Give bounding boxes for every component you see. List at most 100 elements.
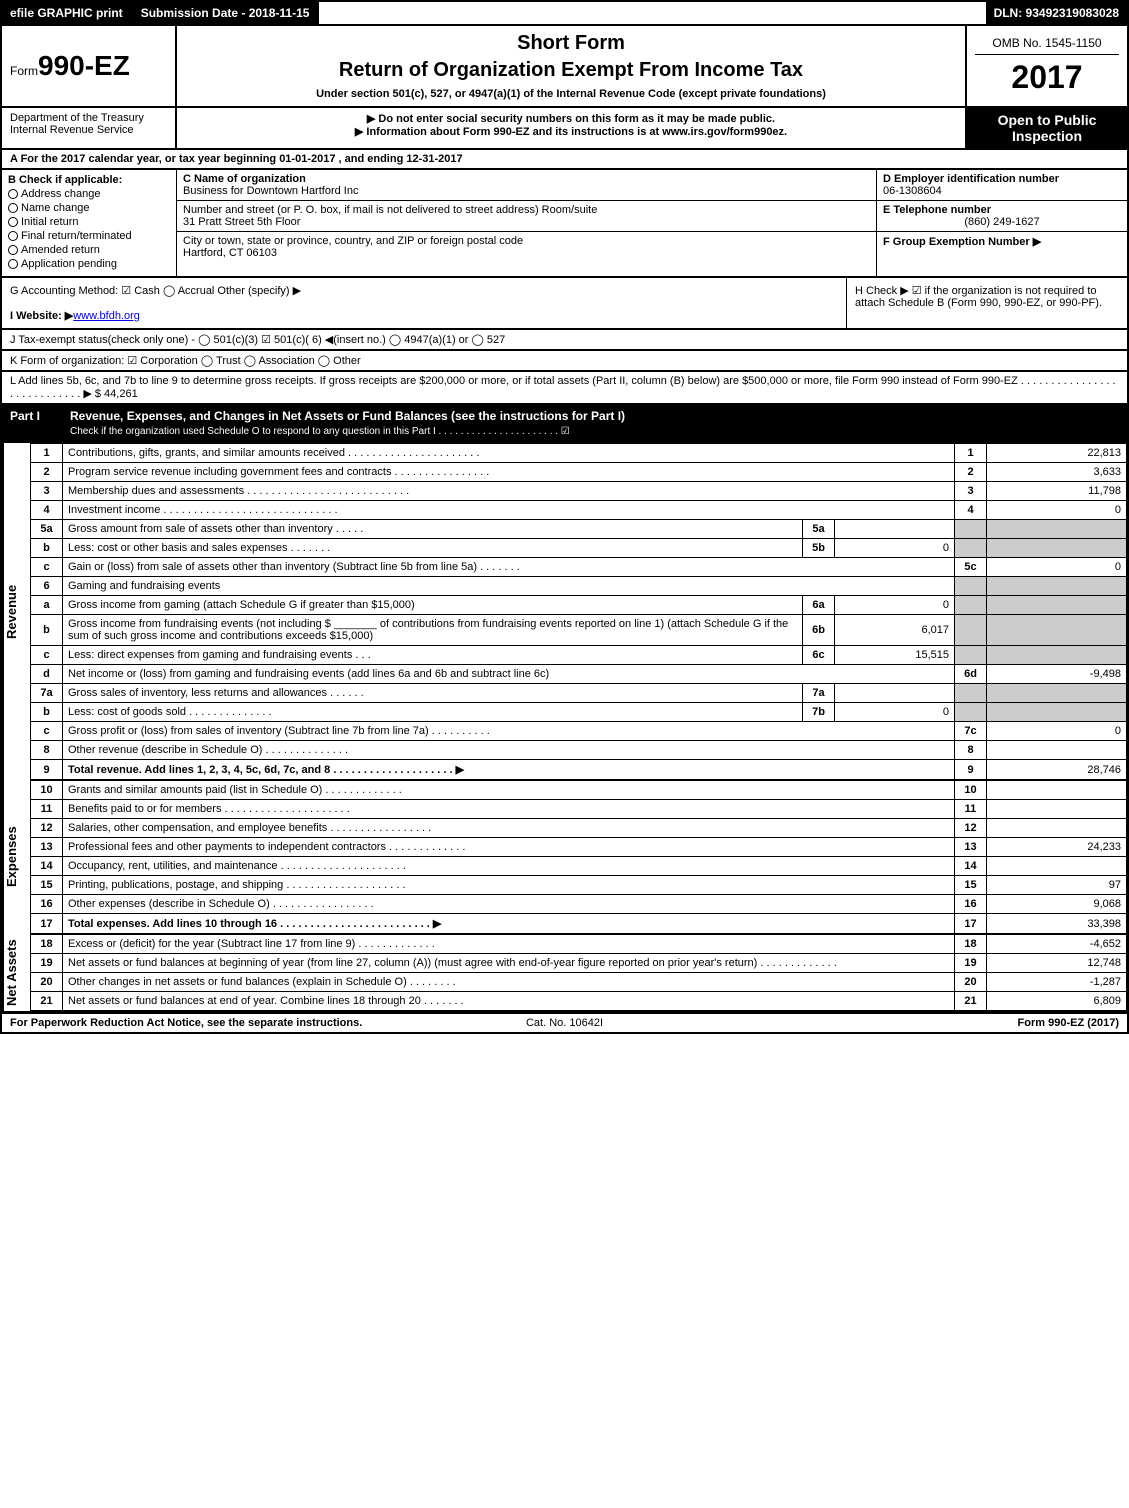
- expenses-table: 10Grants and similar amounts paid (list …: [30, 780, 1127, 934]
- line-7c: cGross profit or (loss) from sales of in…: [31, 722, 1127, 741]
- b-final-return[interactable]: Final return/terminated: [8, 230, 170, 242]
- line-21: 21Net assets or fund balances at end of …: [31, 992, 1127, 1011]
- line-6b: bGross income from fundraising events (n…: [31, 615, 1127, 646]
- c-org-name: Business for Downtown Hartford Inc: [183, 185, 870, 197]
- netassets-table: 18Excess or (deficit) for the year (Subt…: [30, 934, 1127, 1011]
- top-spacer: [319, 2, 985, 24]
- revenue-table: 1Contributions, gifts, grants, and simil…: [30, 443, 1127, 780]
- section-c: C Name of organization Business for Down…: [177, 170, 877, 276]
- subtitle: Under section 501(c), 527, or 4947(a)(1)…: [185, 88, 957, 100]
- dln-label: DLN: 93492319083028: [986, 2, 1127, 24]
- line-4: 4Investment income . . . . . . . . . . .…: [31, 501, 1127, 520]
- e-phone: (860) 249-1627: [883, 216, 1121, 228]
- section-l: L Add lines 5b, 6c, and 7b to line 9 to …: [0, 372, 1129, 405]
- inspection2: Inspection: [975, 128, 1119, 144]
- notice-cell: ▶ Do not enter social security numbers o…: [177, 108, 967, 148]
- expenses-block: Expenses 10Grants and similar amounts pa…: [0, 780, 1129, 934]
- footer: For Paperwork Reduction Act Notice, see …: [0, 1013, 1129, 1034]
- line-5b: bLess: cost or other basis and sales exp…: [31, 539, 1127, 558]
- top-bar: efile GRAPHIC print Submission Date - 20…: [0, 0, 1129, 26]
- part1-check: Check if the organization used Schedule …: [70, 426, 570, 437]
- tax-year: 2017: [975, 59, 1119, 96]
- line-5a: 5aGross amount from sale of assets other…: [31, 520, 1127, 539]
- title-cell: Short Form Return of Organization Exempt…: [177, 26, 967, 106]
- netassets-sidebar: Net Assets: [2, 934, 30, 1011]
- line-14: 14Occupancy, rent, utilities, and mainte…: [31, 857, 1127, 876]
- revenue-block: Revenue 1Contributions, gifts, grants, a…: [0, 443, 1129, 780]
- line-11: 11Benefits paid to or for members . . . …: [31, 800, 1127, 819]
- f-label: F Group Exemption Number ▶: [883, 235, 1121, 248]
- section-j: J Tax-exempt status(check only one) - ◯ …: [0, 330, 1129, 351]
- line-16: 16Other expenses (describe in Schedule O…: [31, 895, 1127, 914]
- i-label: I Website: ▶: [10, 310, 73, 322]
- return-title: Return of Organization Exempt From Incom…: [185, 59, 957, 82]
- b-application-pending[interactable]: Application pending: [8, 258, 170, 270]
- part1-header: Part I Revenue, Expenses, and Changes in…: [0, 405, 1129, 443]
- form-prefix: Form: [10, 64, 38, 78]
- e-label: E Telephone number: [883, 204, 1121, 216]
- line-8: 8Other revenue (describe in Schedule O) …: [31, 741, 1127, 760]
- line-5c: cGain or (loss) from sale of assets othe…: [31, 558, 1127, 577]
- line-3: 3Membership dues and assessments . . . .…: [31, 482, 1127, 501]
- form-header: Form990-EZ Short Form Return of Organiza…: [0, 26, 1129, 108]
- short-form-title: Short Form: [185, 32, 957, 55]
- c-addr: 31 Pratt Street 5th Floor: [183, 216, 870, 228]
- form-number-cell: Form990-EZ: [2, 26, 177, 106]
- footer-right: Form 990-EZ (2017): [749, 1017, 1119, 1029]
- section-h: H Check ▶ ☑ if the organization is not r…: [847, 278, 1127, 328]
- line-12: 12Salaries, other compensation, and empl…: [31, 819, 1127, 838]
- form-number: 990-EZ: [38, 50, 130, 81]
- line-19: 19Net assets or fund balances at beginni…: [31, 954, 1127, 973]
- expenses-sidebar: Expenses: [2, 780, 30, 934]
- line-10: 10Grants and similar amounts paid (list …: [31, 781, 1127, 800]
- line-6: 6Gaming and fundraising events: [31, 577, 1127, 596]
- netassets-block: Net Assets 18Excess or (deficit) for the…: [0, 934, 1129, 1013]
- section-a: A For the 2017 calendar year, or tax yea…: [0, 150, 1129, 170]
- line-20: 20Other changes in net assets or fund ba…: [31, 973, 1127, 992]
- footer-left: For Paperwork Reduction Act Notice, see …: [10, 1017, 380, 1029]
- omb-number: OMB No. 1545-1150: [975, 36, 1119, 55]
- form-header2: Department of the Treasury Internal Reve…: [0, 108, 1129, 150]
- line-6a: aGross income from gaming (attach Schedu…: [31, 596, 1127, 615]
- omb-cell: OMB No. 1545-1150 2017: [967, 26, 1127, 106]
- line-6d: dNet income or (loss) from gaming and fu…: [31, 665, 1127, 684]
- gh-row: G Accounting Method: ☑ Cash ◯ Accrual Ot…: [0, 278, 1129, 330]
- footer-center: Cat. No. 10642I: [380, 1017, 750, 1029]
- line-6c: cLess: direct expenses from gaming and f…: [31, 646, 1127, 665]
- line-15: 15Printing, publications, postage, and s…: [31, 876, 1127, 895]
- b-address-change[interactable]: Address change: [8, 188, 170, 200]
- c-name-label: C Name of organization: [183, 173, 870, 185]
- b-initial-return[interactable]: Initial return: [8, 216, 170, 228]
- section-g: G Accounting Method: ☑ Cash ◯ Accrual Ot…: [2, 278, 847, 328]
- c-city: Hartford, CT 06103: [183, 247, 870, 259]
- b-amended-return[interactable]: Amended return: [8, 244, 170, 256]
- part1-title: Revenue, Expenses, and Changes in Net As…: [70, 409, 625, 423]
- section-de: D Employer identification number 06-1308…: [877, 170, 1127, 276]
- dept-cell: Department of the Treasury Internal Reve…: [2, 108, 177, 148]
- d-label: D Employer identification number: [883, 173, 1121, 185]
- line-13: 13Professional fees and other payments t…: [31, 838, 1127, 857]
- submission-date: Submission Date - 2018-11-15: [133, 2, 320, 24]
- bc-row: B Check if applicable: Address change Na…: [0, 170, 1129, 278]
- notice1: ▶ Do not enter social security numbers o…: [185, 112, 957, 125]
- notice2: ▶ Information about Form 990-EZ and its …: [185, 125, 957, 138]
- part1-num: Part I: [10, 409, 70, 437]
- inspection1: Open to Public: [975, 112, 1119, 128]
- line-7a: 7aGross sales of inventory, less returns…: [31, 684, 1127, 703]
- g-text: G Accounting Method: ☑ Cash ◯ Accrual Ot…: [10, 284, 838, 297]
- section-k: K Form of organization: ☑ Corporation ◯ …: [0, 351, 1129, 372]
- line-17: 17Total expenses. Add lines 10 through 1…: [31, 914, 1127, 934]
- line-18: 18Excess or (deficit) for the year (Subt…: [31, 935, 1127, 954]
- d-ein: 06-1308604: [883, 185, 1121, 197]
- inspection-cell: Open to Public Inspection: [967, 108, 1127, 148]
- line-2: 2Program service revenue including gover…: [31, 463, 1127, 482]
- line-7b: bLess: cost of goods sold . . . . . . . …: [31, 703, 1127, 722]
- efile-label[interactable]: efile GRAPHIC print: [2, 2, 133, 24]
- revenue-sidebar: Revenue: [2, 443, 30, 780]
- b-title: B Check if applicable:: [8, 174, 170, 186]
- b-name-change[interactable]: Name change: [8, 202, 170, 214]
- website-link[interactable]: www.bfdh.org: [73, 310, 140, 322]
- section-b: B Check if applicable: Address change Na…: [2, 170, 177, 276]
- line-9: 9Total revenue. Add lines 1, 2, 3, 4, 5c…: [31, 760, 1127, 780]
- line-1: 1Contributions, gifts, grants, and simil…: [31, 444, 1127, 463]
